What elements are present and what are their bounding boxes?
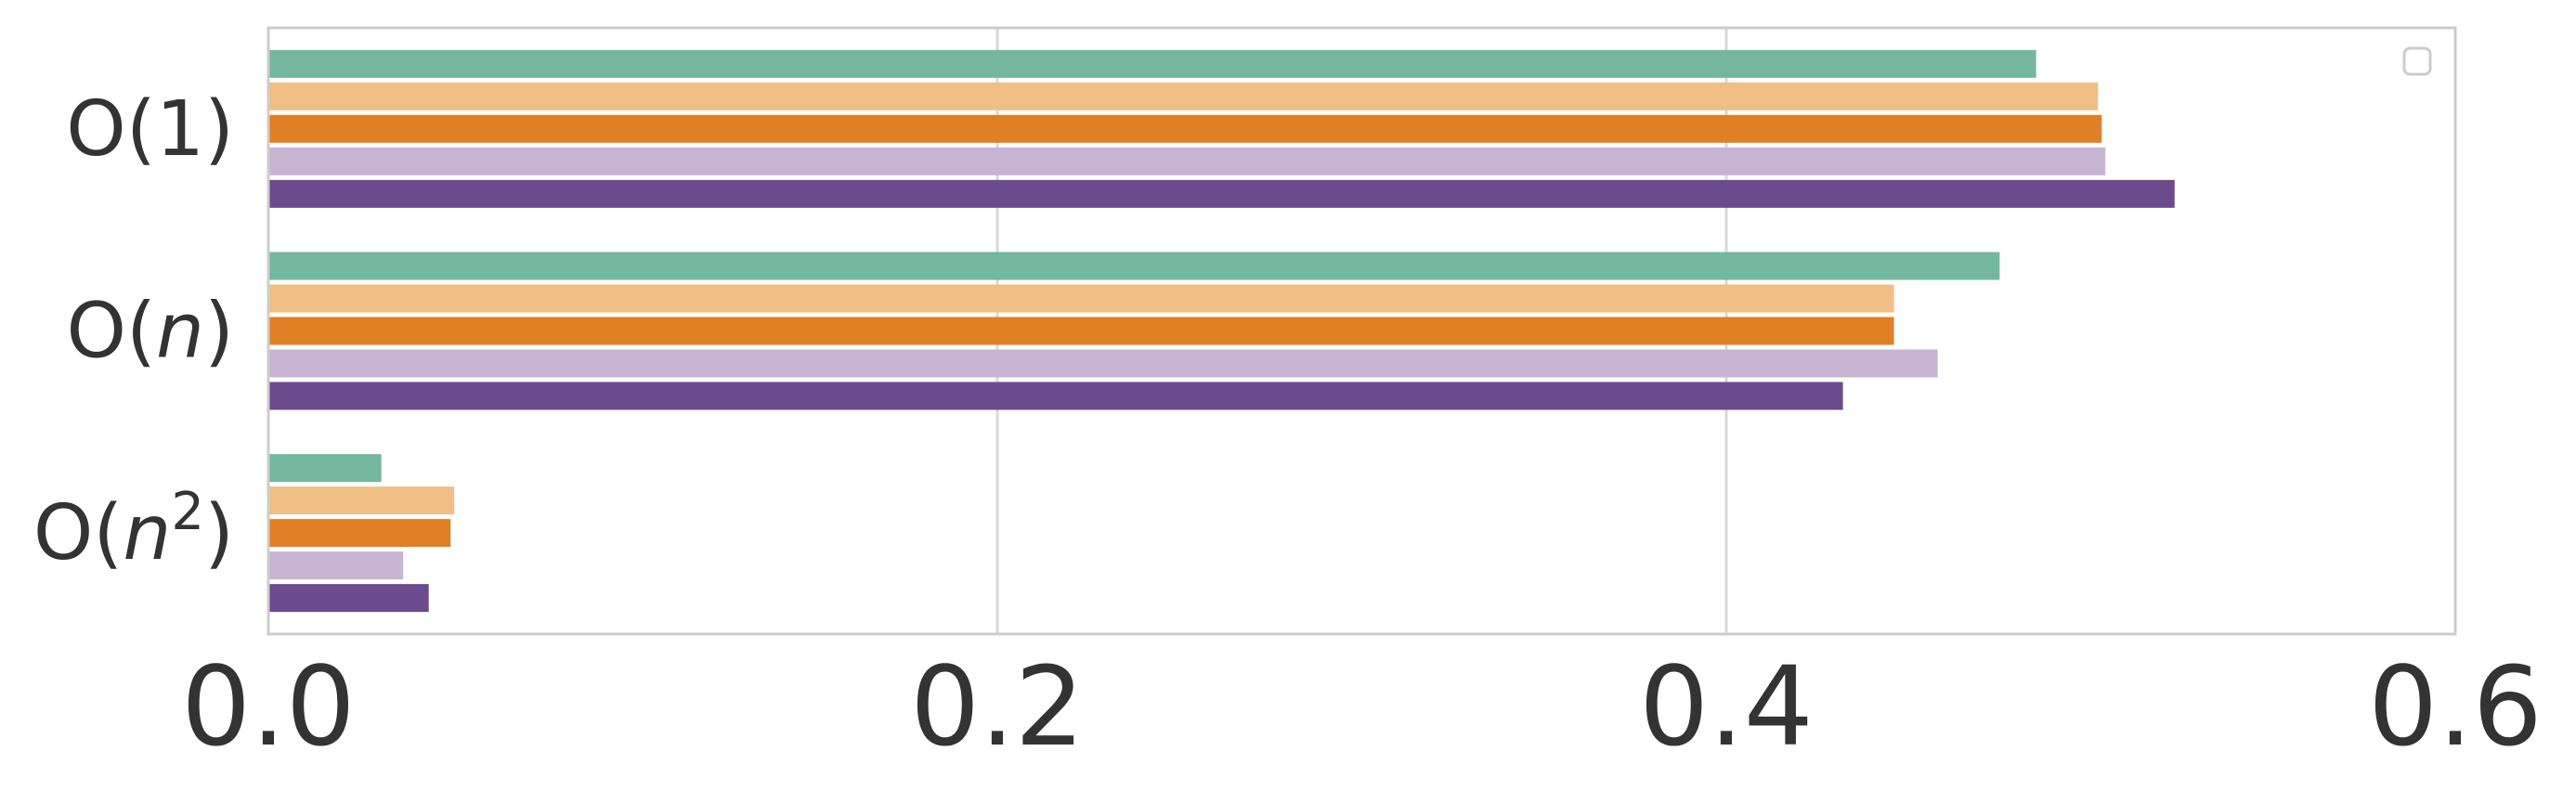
plot-frame <box>267 26 2457 636</box>
bar-c0-s1 <box>268 82 2099 110</box>
y-category-label-2: O(n2) <box>33 482 234 578</box>
y-axis-categories: O(1) O(n) O(n2) <box>33 85 234 577</box>
bar-c0-s2 <box>268 114 2102 143</box>
bar-c0-s3 <box>268 147 2106 175</box>
x-tick-label-1: 0.2 <box>910 642 1085 771</box>
bar-c1-s0 <box>268 252 2000 280</box>
x-tick-label-2: 0.4 <box>1639 642 1814 771</box>
bar-c2-s4 <box>268 584 429 613</box>
bar-c2-s1 <box>268 486 455 515</box>
bar-c1-s2 <box>268 317 1894 345</box>
legend-box <box>2402 46 2432 76</box>
x-tick-label-0: 0.0 <box>181 642 356 771</box>
bars <box>268 49 2175 613</box>
x-axis-ticks: 0.0 0.2 0.4 0.6 <box>181 642 2543 771</box>
bar-c0-s0 <box>268 49 2036 78</box>
bar-c1-s3 <box>268 349 1938 378</box>
bar-c2-s2 <box>268 519 451 548</box>
y-category-label-0: O(1) <box>66 85 234 174</box>
bar-c1-s1 <box>268 284 1894 313</box>
bar-c2-s0 <box>268 454 382 483</box>
bar-c2-s3 <box>268 551 404 580</box>
y-category-label-1: O(n) <box>66 288 234 376</box>
bar-c0-s4 <box>268 179 2175 208</box>
x-tick-label-3: 0.6 <box>2368 642 2543 771</box>
bar-c1-s4 <box>268 382 1843 410</box>
